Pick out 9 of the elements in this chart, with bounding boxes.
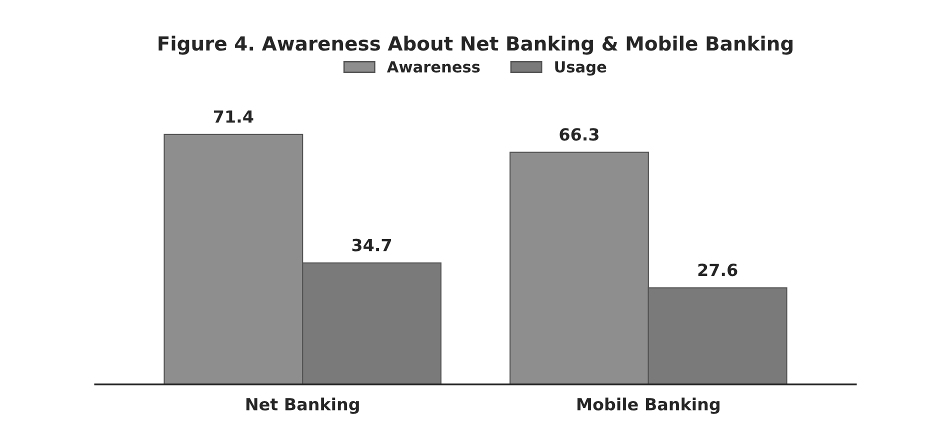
legend-label: Awareness xyxy=(386,61,480,73)
data-label: 66.3 xyxy=(560,128,598,141)
data-label: 34.7 xyxy=(352,238,391,252)
data-label: 27.6 xyxy=(698,264,738,276)
chart-title: Figure 4. Awareness About Net Banking & Mobile Banking xyxy=(158,36,792,55)
x-tick-label: Net Banking xyxy=(246,398,359,414)
x-tick-label: Mobile Banking xyxy=(577,398,720,414)
data-label: 71.4 xyxy=(214,110,254,123)
legend-label: Usage xyxy=(555,61,606,76)
